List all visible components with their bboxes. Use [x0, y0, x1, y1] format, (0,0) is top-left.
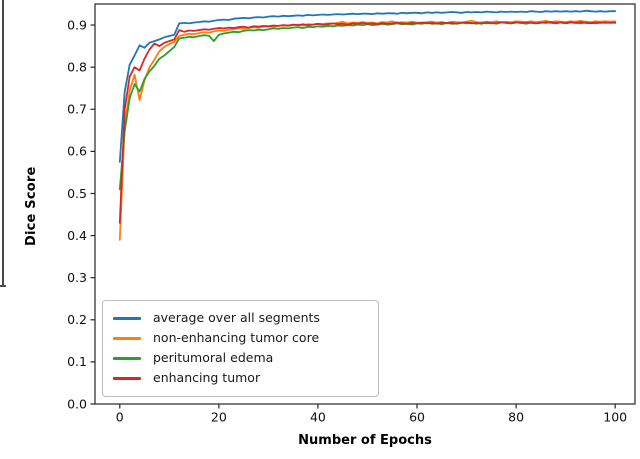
legend-item: enhancing tumor: [113, 372, 368, 385]
legend-label: enhancing tumor: [153, 370, 261, 386]
cropped-neighbor-figure-tick: [0, 285, 6, 287]
legend-line-sample: [113, 377, 141, 380]
legend-line-sample: [113, 357, 141, 360]
legend-label: average over all segments: [153, 310, 320, 326]
legend-item: non-enhancing tumor core: [113, 332, 368, 345]
y-axis-label: Dice Score: [24, 166, 39, 246]
y-tick-label: 0.7: [67, 102, 87, 117]
y-tick-label: 0.3: [67, 270, 87, 285]
y-tick-label: 0.2: [67, 312, 87, 327]
legend-item: peritumoral edema: [113, 352, 368, 365]
y-tick-label: 0.8: [67, 59, 87, 74]
legend-line-sample: [113, 317, 141, 320]
x-tick-label: 60: [409, 410, 425, 425]
cropped-neighbor-figure-border: [2, 0, 4, 287]
y-tick-label: 0.4: [67, 228, 87, 243]
y-tick-label: 0.9: [67, 17, 87, 32]
legend-label: non-enhancing tumor core: [153, 330, 320, 346]
axes-spines: [94, 3, 636, 405]
series-line: [118, 21, 617, 224]
legend-label: peritumoral edema: [153, 350, 274, 366]
y-tick-label: 0.5: [67, 186, 87, 201]
x-tick-label: 40: [310, 410, 326, 425]
series-line: [118, 19, 617, 241]
legend-line-sample: [113, 337, 141, 340]
legend-item: average over all segments: [113, 312, 368, 325]
legend: average over all segments non-enhancing …: [102, 300, 379, 397]
x-tick-label: 0: [116, 410, 124, 425]
x-tick-label: 20: [211, 410, 227, 425]
x-tick-label: 100: [603, 410, 627, 425]
series-line: [118, 21, 617, 191]
x-axis-label: Number of Epochs: [298, 433, 432, 448]
y-tick-label: 0.1: [67, 354, 87, 369]
series-line: [118, 9, 617, 163]
x-tick-label: 80: [508, 410, 524, 425]
y-tick-label: 0.6: [67, 144, 87, 159]
y-tick-label: 0.0: [67, 396, 87, 411]
